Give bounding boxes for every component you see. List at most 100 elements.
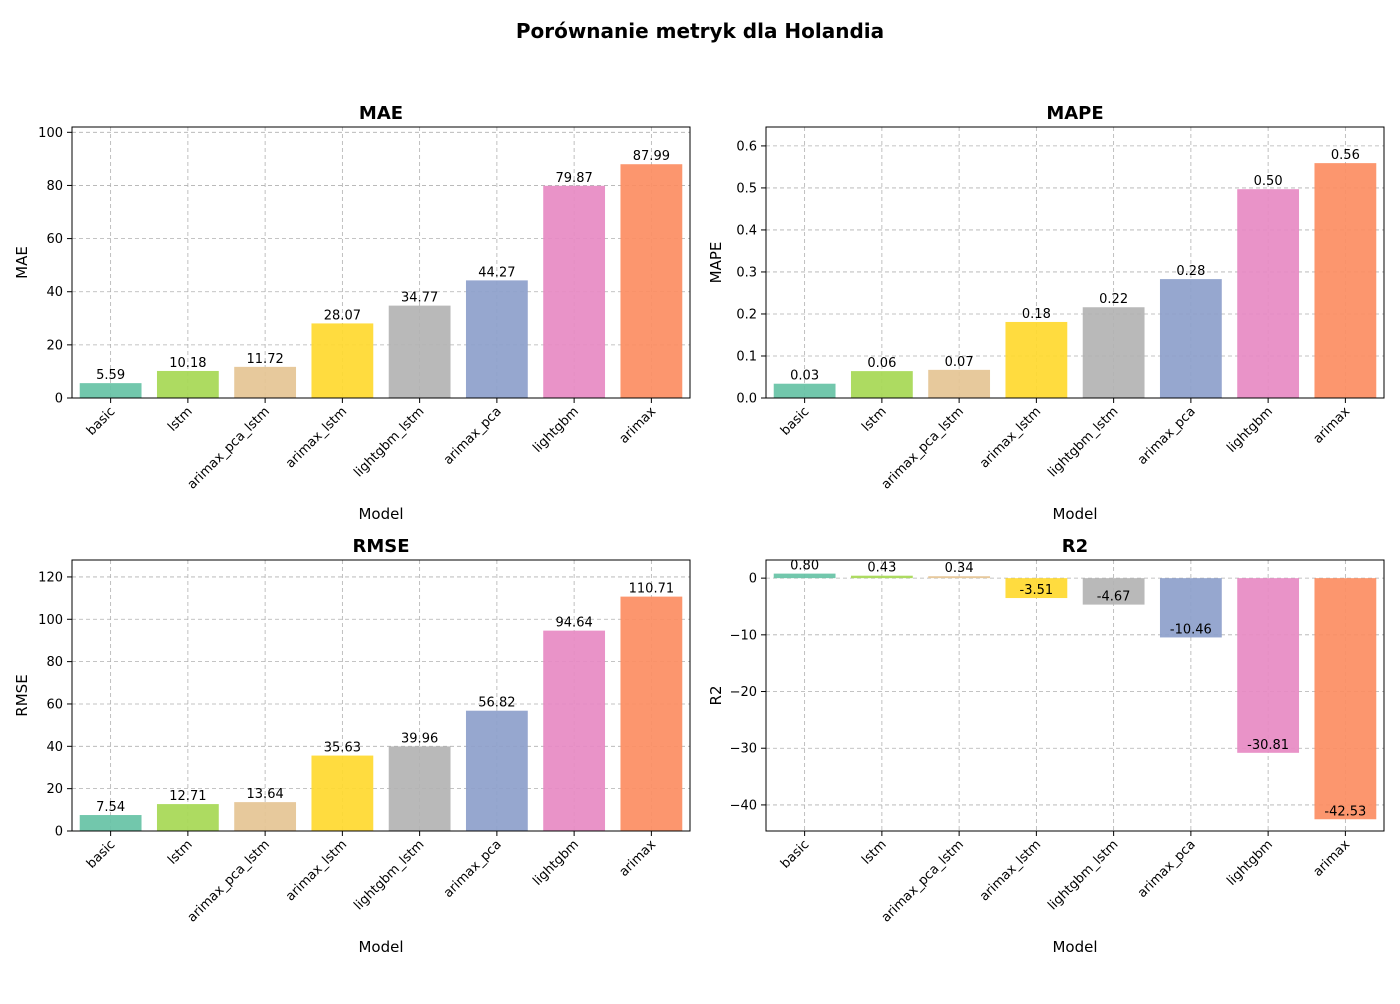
rmse-yaxis-label: RMSE [13,674,31,716]
mape-yaxis-label: MAPE [707,242,725,284]
rmse-ytick-label: 80 [46,655,63,670]
r2-data-label: -3.51 [1020,583,1054,598]
mae-axes-frame [71,126,691,399]
rmse-ytick-label: 120 [38,570,63,585]
mae-data-label: 11.72 [247,352,284,367]
rmse-xtick-label: lightgbm_lstm [351,837,427,913]
r2-bar-arimax_lstm [1005,578,1068,599]
rmse-panel-title: RMSE [352,536,409,557]
r2-xtick-label: arimax [1311,837,1354,880]
mape-data-label: 0.50 [1254,174,1283,189]
mape-xtick-label: lstm [859,404,890,435]
rmse-bar-lstm [156,804,219,831]
mae-ytick-label: 20 [46,338,63,353]
mae-bar-lightgbm [543,185,606,398]
mae-panel-title: MAE [359,103,403,124]
mape-ytick-label: 0.4 [736,223,757,238]
rmse-data-label: 94.64 [556,616,593,631]
mape-xtick-label: lightgbm_lstm [1045,404,1121,480]
r2-bar-lstm [850,575,913,579]
mape-bar-basic [773,383,836,398]
mape-xtick-label: basic [778,404,812,438]
mae-bar-arimax_pca [465,280,528,398]
mae-bar-basic [79,383,142,398]
mae-data-label: 28.07 [324,308,361,323]
mae-ytick-label: 40 [46,285,63,300]
rmse-xtick-label: basic [84,837,118,871]
r2-bar-basic [773,573,836,579]
rmse-xtick-label: arimax_pca [441,837,505,901]
mae-bar-arimax_pca_lstm [234,366,297,398]
r2-bar-arimax_pca [1159,578,1222,638]
r2-data-label: -10.46 [1170,622,1212,637]
mae-xtick-label: lstm [165,404,196,435]
mae-bar-lstm [156,370,219,398]
rmse-ytick-label: 40 [46,740,63,755]
mae-data-label: 79.87 [556,171,593,186]
r2-panel-title: R2 [1062,536,1088,557]
mae-bar-arimax_lstm [311,323,374,398]
mae-data-label: 44.27 [478,265,515,280]
mae-xtick-label: lightgbm [530,404,582,456]
chart-panel-mae: 5.59 10.18 11.72 28.07 34.77 44.27 79.87 87.99 0… [13,103,691,523]
mape-data-label: 0.07 [945,355,974,370]
r2-data-label: -30.81 [1247,738,1289,753]
rmse-data-label: 39.96 [401,731,438,746]
r2-xaxis-label: Model [1052,938,1097,956]
mape-bar-arimax_pca [1159,279,1222,398]
r2-xtick-label: basic [778,837,812,871]
r2-data-label: 0.80 [790,559,819,574]
r2-xtick-label: arimax_lstm [977,837,1044,904]
rmse-bar-arimax_pca [465,710,528,831]
mape-ytick-label: 0.1 [736,349,757,364]
r2-bar-lightgbm_lstm [1082,578,1145,605]
rmse-xaxis-label: Model [358,938,403,956]
mape-bar-arimax [1314,163,1377,398]
r2-ytick-label: −20 [730,685,757,700]
mae-xtick-label: arimax [617,404,660,447]
mae-data-label: 34.77 [401,291,438,306]
mae-xtick-label: basic [84,404,118,438]
r2-ytick-label: −30 [730,742,757,757]
mae-yaxis-label: MAE [13,246,31,279]
rmse-bar-lightgbm [543,630,606,831]
rmse-axes-frame [71,559,691,832]
mape-ytick-label: 0.3 [736,265,757,280]
r2-data-label: -4.67 [1097,590,1131,605]
mae-ytick-label: 100 [38,126,63,141]
mape-bar-lstm [850,371,913,398]
mae-xtick-label: arimax_pca_lstm [185,404,273,492]
mape-xaxis-label: Model [1052,505,1097,523]
mae-xaxis-label: Model [358,505,403,523]
mape-xtick-label: arimax_pca [1135,404,1199,468]
rmse-xtick-label: lightgbm [530,837,582,889]
mape-xtick-label: arimax_pca_lstm [879,404,967,492]
mape-ytick-label: 0.6 [736,139,757,154]
r2-ytick-label: −10 [730,628,757,643]
figure-title: Porównanie metryk dla Holandia [516,19,884,43]
mape-bar-arimax_pca_lstm [928,369,991,398]
rmse-bar-arimax [620,596,683,831]
mape-bar-arimax_lstm [1005,321,1068,398]
mape-data-label: 0.28 [1176,264,1205,279]
mae-data-label: 10.18 [169,356,206,371]
rmse-data-label: 35.63 [324,741,361,756]
rmse-data-label: 110.71 [629,582,675,597]
rmse-ytick-label: 60 [46,697,63,712]
rmse-xtick-label: arimax_pca_lstm [185,837,273,925]
r2-axes-frame [765,559,1385,832]
r2-xtick-label: lightgbm_lstm [1045,837,1121,913]
rmse-ytick-label: 20 [46,782,63,797]
mape-ytick-label: 0.5 [736,181,757,196]
r2-data-label: -42.53 [1324,804,1366,819]
mape-panel-title: MAPE [1046,103,1103,124]
rmse-bar-lightgbm_lstm [388,746,451,831]
mae-ytick-label: 80 [46,179,63,194]
mape-bar-lightgbm_lstm [1082,307,1145,398]
mae-xtick-label: arimax_pca [441,404,505,468]
r2-bar-arimax [1314,578,1377,820]
mape-data-label: 0.03 [790,369,819,384]
r2-ytick-label: −40 [730,798,757,813]
rmse-xtick-label: arimax_lstm [283,837,350,904]
mape-axes-frame [765,126,1385,399]
